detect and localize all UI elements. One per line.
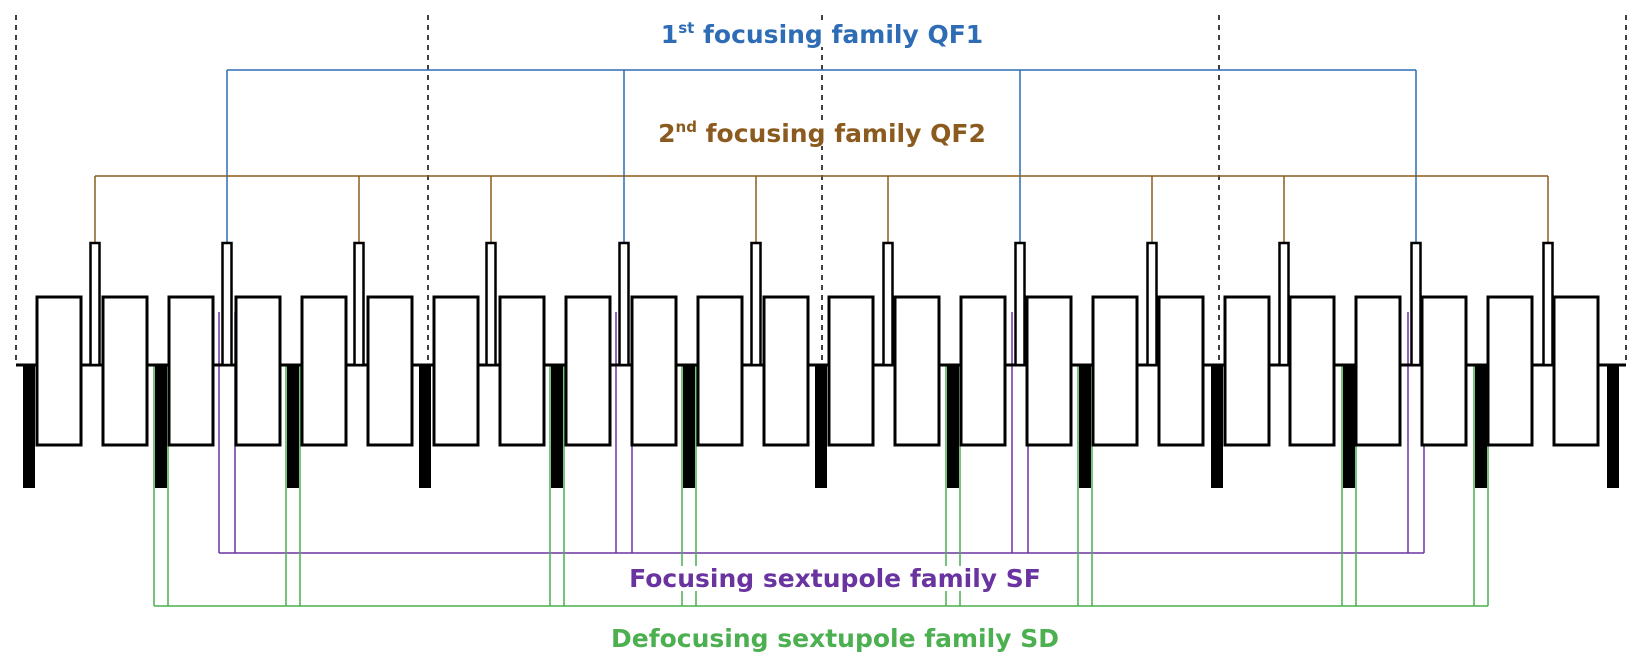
focusing-quad-11: [1542, 241, 1554, 367]
dipole-magnet-22: [1486, 295, 1534, 447]
qf1-label-prefix: 1: [660, 20, 679, 49]
defocusing-quad-9: [1211, 365, 1223, 488]
focusing-quad-1: [221, 241, 233, 367]
focusing-quad-6: [882, 241, 894, 367]
dipole-magnet-3: [234, 295, 282, 447]
sf-family-label: Focusing sextupole family SF: [627, 564, 1043, 593]
dipole-magnet-11: [762, 295, 810, 447]
dipole-magnet-18: [1223, 295, 1271, 447]
defocusing-quad-8: [1079, 365, 1091, 488]
focusing-quad-4: [618, 241, 630, 367]
dipole-magnet-17: [1157, 295, 1205, 447]
focusing-quad-0: [89, 241, 101, 367]
dipole-magnet-9: [630, 295, 678, 447]
dipole-magnet-23: [1552, 295, 1600, 447]
dipole-magnet-0: [35, 295, 83, 447]
defocusing-quad-0: [23, 365, 35, 488]
qf1-family-label: 1st focusing family QF1: [658, 19, 986, 49]
defocusing-quad-6: [815, 365, 827, 488]
focusing-quad-2: [353, 241, 365, 367]
dipole-magnet-13: [893, 295, 941, 447]
qf2-family-label: 2nd focusing family QF2: [656, 118, 988, 148]
dipole-magnet-16: [1091, 295, 1139, 447]
dipole-magnet-6: [432, 295, 480, 447]
dipole-magnet-21: [1420, 295, 1468, 447]
dipole-magnet-2: [167, 295, 215, 447]
dipole-magnet-7: [498, 295, 546, 447]
dipole-magnet-1: [101, 295, 149, 447]
focusing-quad-3: [485, 241, 497, 367]
focusing-quad-10: [1410, 241, 1422, 367]
focusing-quad-8: [1146, 241, 1158, 367]
defocusing-quad-4: [551, 365, 563, 488]
qf2-label-sup: nd: [675, 118, 697, 136]
defocusing-quad-5: [683, 365, 695, 488]
qf2-label-text: focusing family QF2: [696, 119, 986, 148]
defocusing-quad-11: [1475, 365, 1487, 488]
defocusing-quad-12: [1607, 365, 1619, 488]
focusing-quad-7: [1014, 241, 1026, 367]
defocusing-quad-2: [287, 365, 299, 488]
dipole-magnet-20: [1354, 295, 1402, 447]
defocusing-quad-1: [155, 365, 167, 488]
dipole-magnet-8: [564, 295, 612, 447]
defocusing-quad-7: [947, 365, 959, 488]
sd-family-label: Defocusing sextupole family SD: [609, 624, 1061, 653]
dipole-magnet-10: [696, 295, 744, 447]
focusing-quad-5: [750, 241, 762, 367]
dipole-magnet-14: [959, 295, 1007, 447]
defocusing-quad-10: [1343, 365, 1355, 488]
qf1-label-text: focusing family QF1: [694, 20, 984, 49]
focusing-quad-9: [1278, 241, 1290, 367]
dipole-magnet-19: [1288, 295, 1336, 447]
qf2-label-prefix: 2: [658, 119, 676, 148]
defocusing-quad-3: [419, 365, 431, 488]
qf1-label-sup: st: [678, 19, 695, 37]
dipole-magnet-5: [366, 295, 414, 447]
dipole-magnet-15: [1025, 295, 1073, 447]
dipole-magnet-4: [300, 295, 348, 447]
dipole-magnet-12: [827, 295, 875, 447]
